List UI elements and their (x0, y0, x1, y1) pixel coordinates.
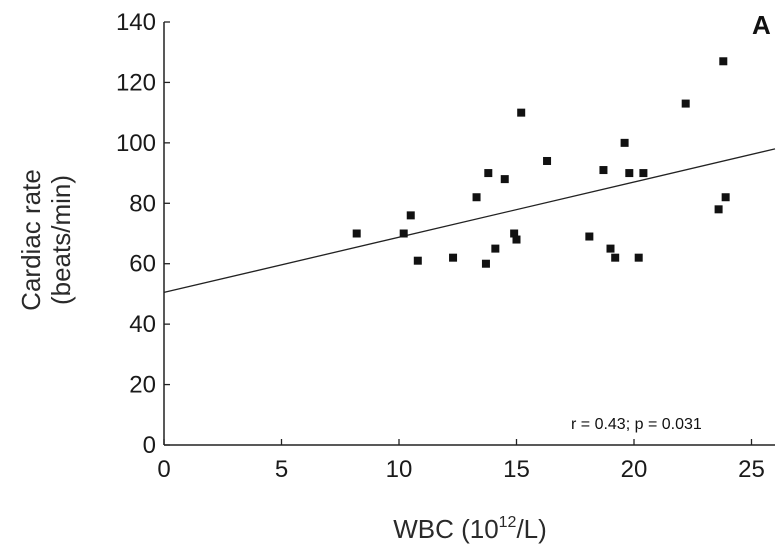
data-point (625, 169, 634, 178)
x-axis-title: WBC (1012/L) (393, 514, 547, 544)
data-point (719, 57, 728, 66)
data-point (634, 253, 643, 262)
y-tick-label: 140 (116, 9, 156, 36)
y-tick-label: 100 (116, 130, 156, 157)
y-axis-ticks: 0 20 40 60 80 100 120 140 (116, 9, 170, 459)
data-point (512, 235, 521, 244)
panel-label: A (752, 10, 771, 40)
data-point (484, 169, 493, 178)
data-point (406, 211, 415, 220)
correlation-annotation: r = 0.43; p = 0.031 (571, 416, 702, 433)
data-point (543, 156, 552, 165)
data-point (620, 138, 629, 147)
data-point (585, 232, 594, 241)
x-tick-label: 10 (386, 456, 413, 483)
y-axis-title-line1: Cardiac rate (16, 169, 46, 311)
x-axis-title-suffix: /L) (516, 514, 546, 544)
y-tick-label: 0 (143, 432, 156, 459)
y-tick-label: 60 (129, 251, 156, 278)
x-axis-ticks: 0 5 10 15 20 25 (157, 439, 765, 483)
data-point (599, 166, 608, 175)
y-axis-title: Cardiac rate (beats/min) (16, 169, 76, 311)
data-point (721, 193, 730, 202)
data-point (472, 193, 481, 202)
x-tick-label: 20 (621, 456, 648, 483)
data-point (606, 244, 615, 253)
data-point (491, 244, 500, 253)
data-point (681, 99, 690, 108)
y-axis-title-line2: (beats/min) (46, 175, 76, 305)
data-point (611, 253, 620, 262)
data-point (413, 256, 422, 265)
data-point (399, 229, 408, 238)
data-point (639, 169, 648, 178)
x-axis-title-prefix: WBC (10 (393, 514, 498, 544)
data-point (510, 229, 519, 238)
x-tick-label: 15 (503, 456, 530, 483)
x-axis-title-superscript: 12 (499, 514, 517, 531)
data-point (449, 253, 458, 262)
axes (163, 22, 775, 446)
data-point (517, 108, 526, 117)
y-tick-label: 120 (116, 69, 156, 96)
data-point (714, 205, 723, 214)
y-tick-label: 20 (129, 372, 156, 399)
data-point (352, 229, 361, 238)
y-tick-label: 80 (129, 190, 156, 217)
data-point (481, 259, 490, 268)
data-point (500, 175, 509, 184)
x-tick-label: 0 (157, 456, 170, 483)
y-tick-label: 40 (129, 311, 156, 338)
x-tick-label: 5 (275, 456, 288, 483)
x-tick-label: 25 (738, 456, 765, 483)
data-points (352, 57, 730, 268)
trend-line (163, 148, 776, 294)
